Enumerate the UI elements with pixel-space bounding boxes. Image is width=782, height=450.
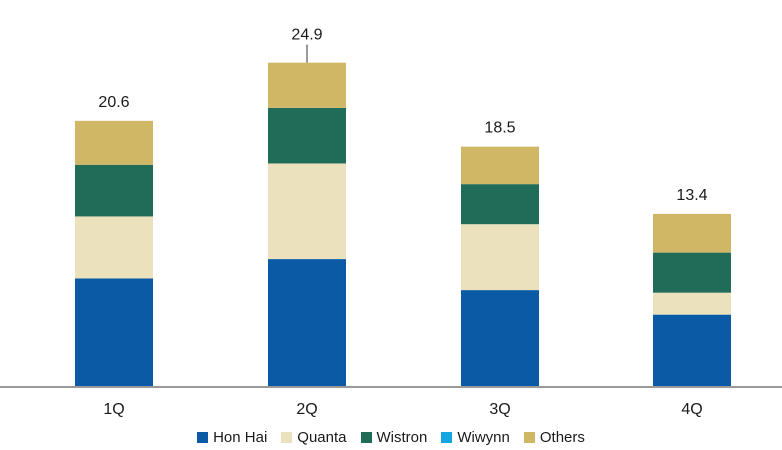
bars-layer <box>75 62 731 387</box>
bar-segment-others-1q <box>75 120 153 165</box>
legend-label-wiwynn: Wiwynn <box>457 428 510 446</box>
total-labels: 20.6 24.9 18.5 13.4 <box>98 27 707 204</box>
bar-segment-others-4q <box>653 213 731 253</box>
bar-segment-wistron-3q <box>461 184 539 225</box>
bar-segment-quanta-1q <box>75 216 153 279</box>
legend-swatch-wistron <box>360 431 372 443</box>
x-tick-label-4q: 4Q <box>681 401 702 418</box>
bar-segment-hon-hai-1q <box>75 278 153 387</box>
legend-item-quanta: Quanta <box>281 428 347 446</box>
x-tick-labels: 1Q 2Q 3Q 4Q <box>103 401 702 418</box>
legend-item-hon-hai: Hon Hai <box>197 429 267 446</box>
legend-swatch-quanta <box>281 431 293 443</box>
bar-segment-hon-hai-2q <box>268 259 346 387</box>
x-tick-label-1q: 1Q <box>103 401 124 418</box>
bar-segment-quanta-4q <box>653 292 731 315</box>
legend-swatch-others <box>523 431 535 443</box>
legend-item-others: Others <box>523 428 585 446</box>
legend: Hon Hai Quanta Wistron Wiwynn Others <box>0 426 782 448</box>
bar-segment-hon-hai-4q <box>653 314 731 387</box>
total-label-1q: 20.6 <box>98 94 129 111</box>
bar-segment-wistron-4q <box>653 252 731 293</box>
bar-segment-others-2q <box>268 62 346 108</box>
legend-label-quanta: Quanta <box>297 428 347 446</box>
x-tick-label-3q: 3Q <box>489 401 510 418</box>
total-label-2q: 24.9 <box>291 27 322 44</box>
bar-segment-hon-hai-3q <box>461 290 539 387</box>
legend-item-wistron: Wistron <box>360 428 428 446</box>
legend-label-others: Others <box>539 428 585 446</box>
bar-segment-others-3q <box>461 146 539 185</box>
legend-label-hon-hai: Hon Hai <box>213 428 268 446</box>
bar-segment-quanta-3q <box>461 224 539 291</box>
total-label-3q: 18.5 <box>484 120 515 137</box>
bar-segment-wistron-1q <box>75 164 153 217</box>
legend-swatch-wiwynn <box>441 431 453 443</box>
bar-segment-wistron-2q <box>268 107 346 164</box>
legend-swatch-hon-hai <box>197 431 209 443</box>
legend-label-wistron: Wistron <box>376 428 428 446</box>
bar-segment-quanta-2q <box>268 163 346 260</box>
legend-item-wiwynn: Wiwynn <box>441 429 510 446</box>
x-tick-label-2q: 2Q <box>296 401 317 418</box>
total-label-4q: 13.4 <box>676 187 707 204</box>
